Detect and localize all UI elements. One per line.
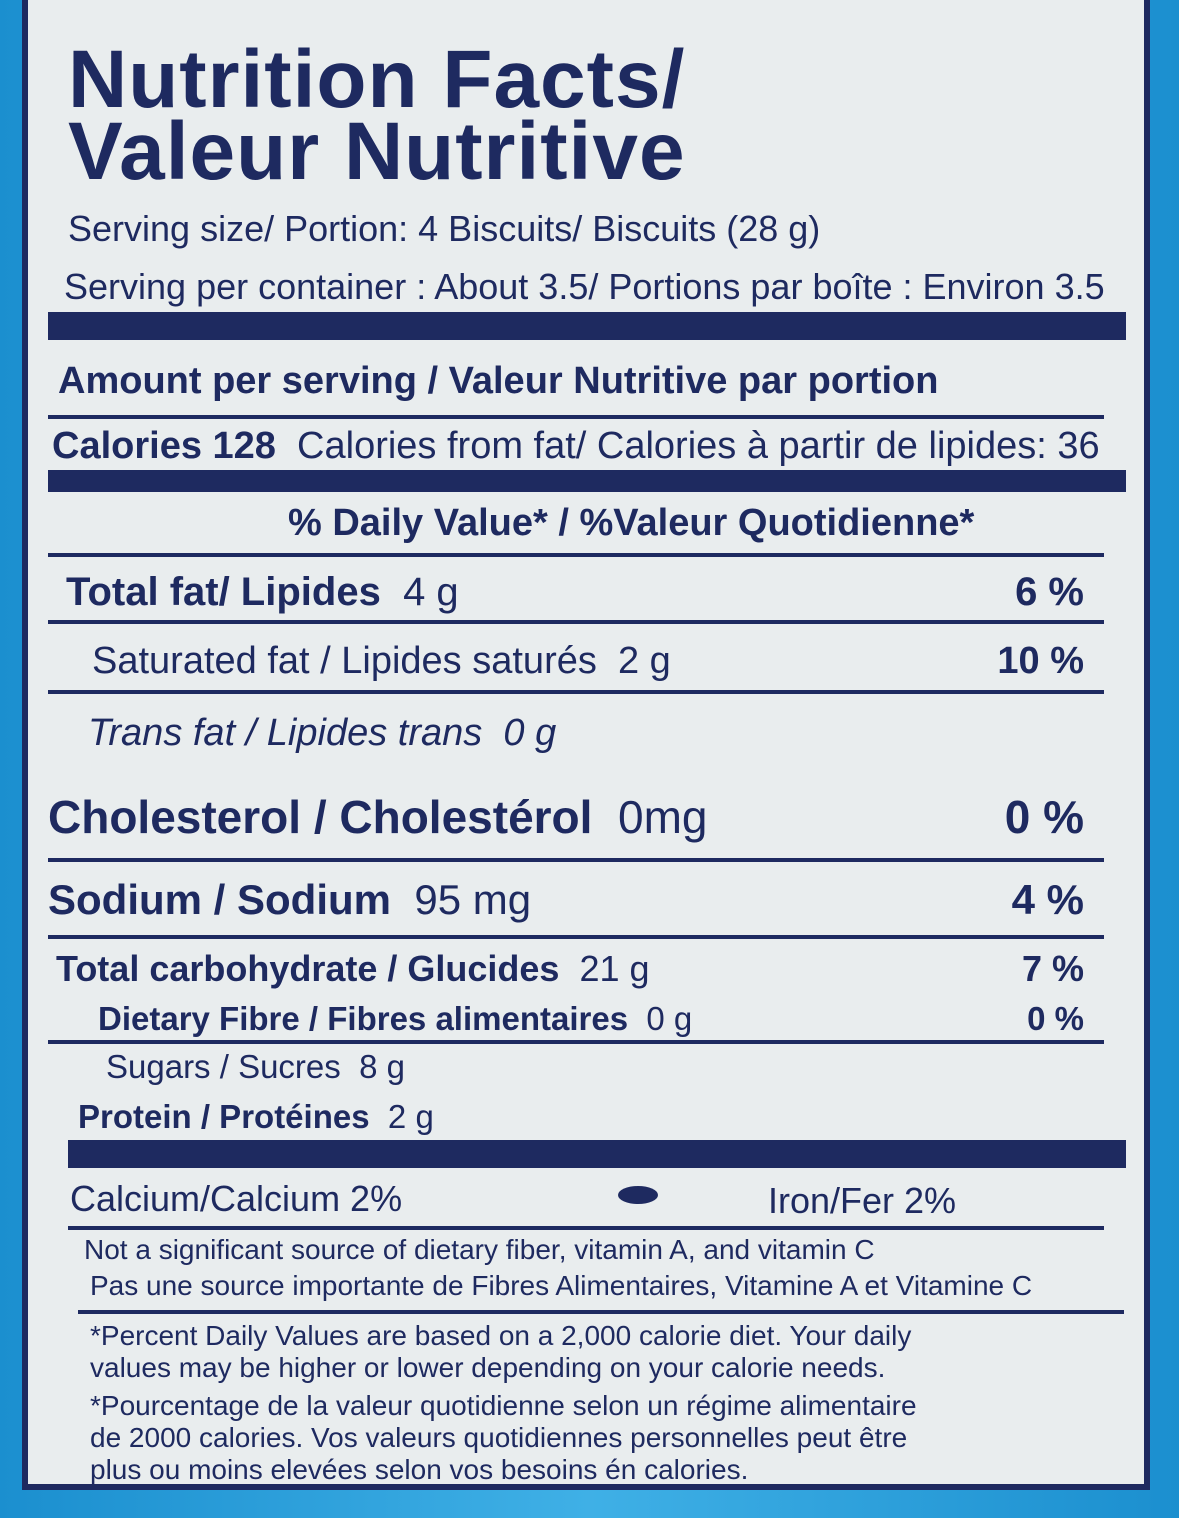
nutrient-row: Cholesterol / Cholestérol 0mg 0 % [48,790,1084,844]
nutrient-amount: 0mg [618,791,708,843]
nutrient-name: Cholesterol / Cholestérol 0mg [48,790,707,844]
nutrient-name: Protein / Protéines 2 g [48,1098,434,1136]
nutrient-label: Total carbohydrate / Glucides [56,948,560,989]
footnote-fr-2: de 2000 calories. Vos valeurs quotidienn… [90,1422,908,1453]
divider [48,553,1104,557]
bullet-icon [618,1186,658,1204]
nutrient-name: Saturated fat / Lipides saturés 2 g [48,640,671,683]
divider [68,1226,1104,1230]
nutrient-amount: 2 g [387,1098,434,1135]
footnote-fr-1: *Pourcentage de la valeur quotidienne se… [90,1390,917,1421]
nutrient-label: Dietary Fibre / Fibres alimentaires [98,1000,629,1037]
nutrient-amount: 4 g [403,570,459,614]
nutrient-row: Protein / Protéines 2 g [48,1098,1084,1136]
not-significant-fr: Pas une source importante de Fibres Alim… [90,1270,1033,1301]
nutrition-label: Nutrition Facts/ Valeur Nutritive Servin… [22,0,1150,1490]
iron: Iron/Fer 2% [768,1180,957,1221]
nutrient-daily-value: 6 % [1015,570,1084,614]
nutrient-amount: 95 mg [414,876,532,923]
nutrient-amount: 2 g [617,640,671,682]
footnote-en-1: *Percent Daily Values are based on a 2,0… [90,1320,912,1351]
servings-per-container: Serving per container : About 3.5/ Porti… [64,266,1105,307]
divider [48,620,1104,624]
divider [48,858,1104,862]
nutrient-label: Cholesterol / Cholestérol [48,791,593,843]
serving-size: Serving size/ Portion: 4 Biscuits/ Biscu… [68,208,821,249]
nutrient-row: Saturated fat / Lipides saturés 2 g 10 % [48,640,1084,683]
nutrient-daily-value: 10 % [997,640,1084,682]
nutrient-row: Trans fat / Lipides trans 0 g [48,712,1084,755]
nutrient-name: Total carbohydrate / Glucides 21 g [48,948,650,990]
nutrient-amount: 0 g [503,712,557,754]
not-significant-en: Not a significant source of dietary fibe… [84,1234,875,1265]
nutrient-name: Dietary Fibre / Fibres alimentaires 0 g [48,1000,692,1038]
footnote-fr-3: plus ou moins elevées selon vos besoins … [90,1454,749,1485]
nutrient-amount: 8 g [359,1048,405,1085]
nutrient-row: Sodium / Sodium 95 mg 4 % [48,876,1084,924]
divider [48,690,1104,694]
nutrient-name: Sugars / Sucres 8 g [48,1048,405,1086]
amount-header: Amount per serving / Valeur Nutritive pa… [58,360,939,402]
nutrient-label: Saturated fat / Lipides saturés [92,640,597,682]
divider [48,415,1104,419]
nutrient-daily-value: 0 % [1027,1000,1084,1037]
divider [48,1040,1104,1044]
nutrient-label: Sodium / Sodium [48,876,391,923]
calcium: Calcium/Calcium 2% [70,1178,403,1219]
nutrient-label: Protein / Protéines [78,1098,370,1135]
nutrient-amount: 21 g [579,948,650,989]
nutrient-name: Sodium / Sodium 95 mg [48,876,531,924]
nutrient-label: Trans fat / Lipides trans [88,712,483,754]
nutrient-row: Sugars / Sucres 8 g [48,1048,1084,1086]
divider [78,1310,1124,1314]
thick-divider [68,1140,1126,1168]
nutrient-name: Trans fat / Lipides trans 0 g [48,712,556,755]
thick-divider [48,312,1126,340]
nutrient-name: Total fat/ Lipides 4 g [48,570,459,615]
nutrient-daily-value: 7 % [1021,948,1084,989]
footnote-en-2: values may be higher or lower depending … [90,1352,886,1383]
daily-value-header: % Daily Value* / %Valeur Quotidienne* [288,502,975,544]
title-fr: Valeur Nutritive [68,106,686,197]
calories-row: Calories 128 Calories from fat/ Calories… [52,425,1100,468]
nutrient-amount: 0 g [646,1000,693,1037]
title-en: Nutrition Facts/ [68,34,686,125]
divider [48,935,1104,939]
nutrient-daily-value: 4 % [1011,876,1084,923]
nutrient-row: Total carbohydrate / Glucides 21 g 7 % [48,948,1084,990]
nutrient-label: Total fat/ Lipides [66,570,381,614]
nutrient-row: Total fat/ Lipides 4 g 6 % [48,570,1084,615]
thick-divider [48,470,1126,492]
calories-from-fat: Calories from fat/ Calories à partir de … [297,425,1100,467]
nutrient-daily-value: 0 % [1004,791,1084,843]
calories: Calories 128 [52,425,276,467]
nutrient-label: Sugars / Sucres [106,1048,341,1085]
